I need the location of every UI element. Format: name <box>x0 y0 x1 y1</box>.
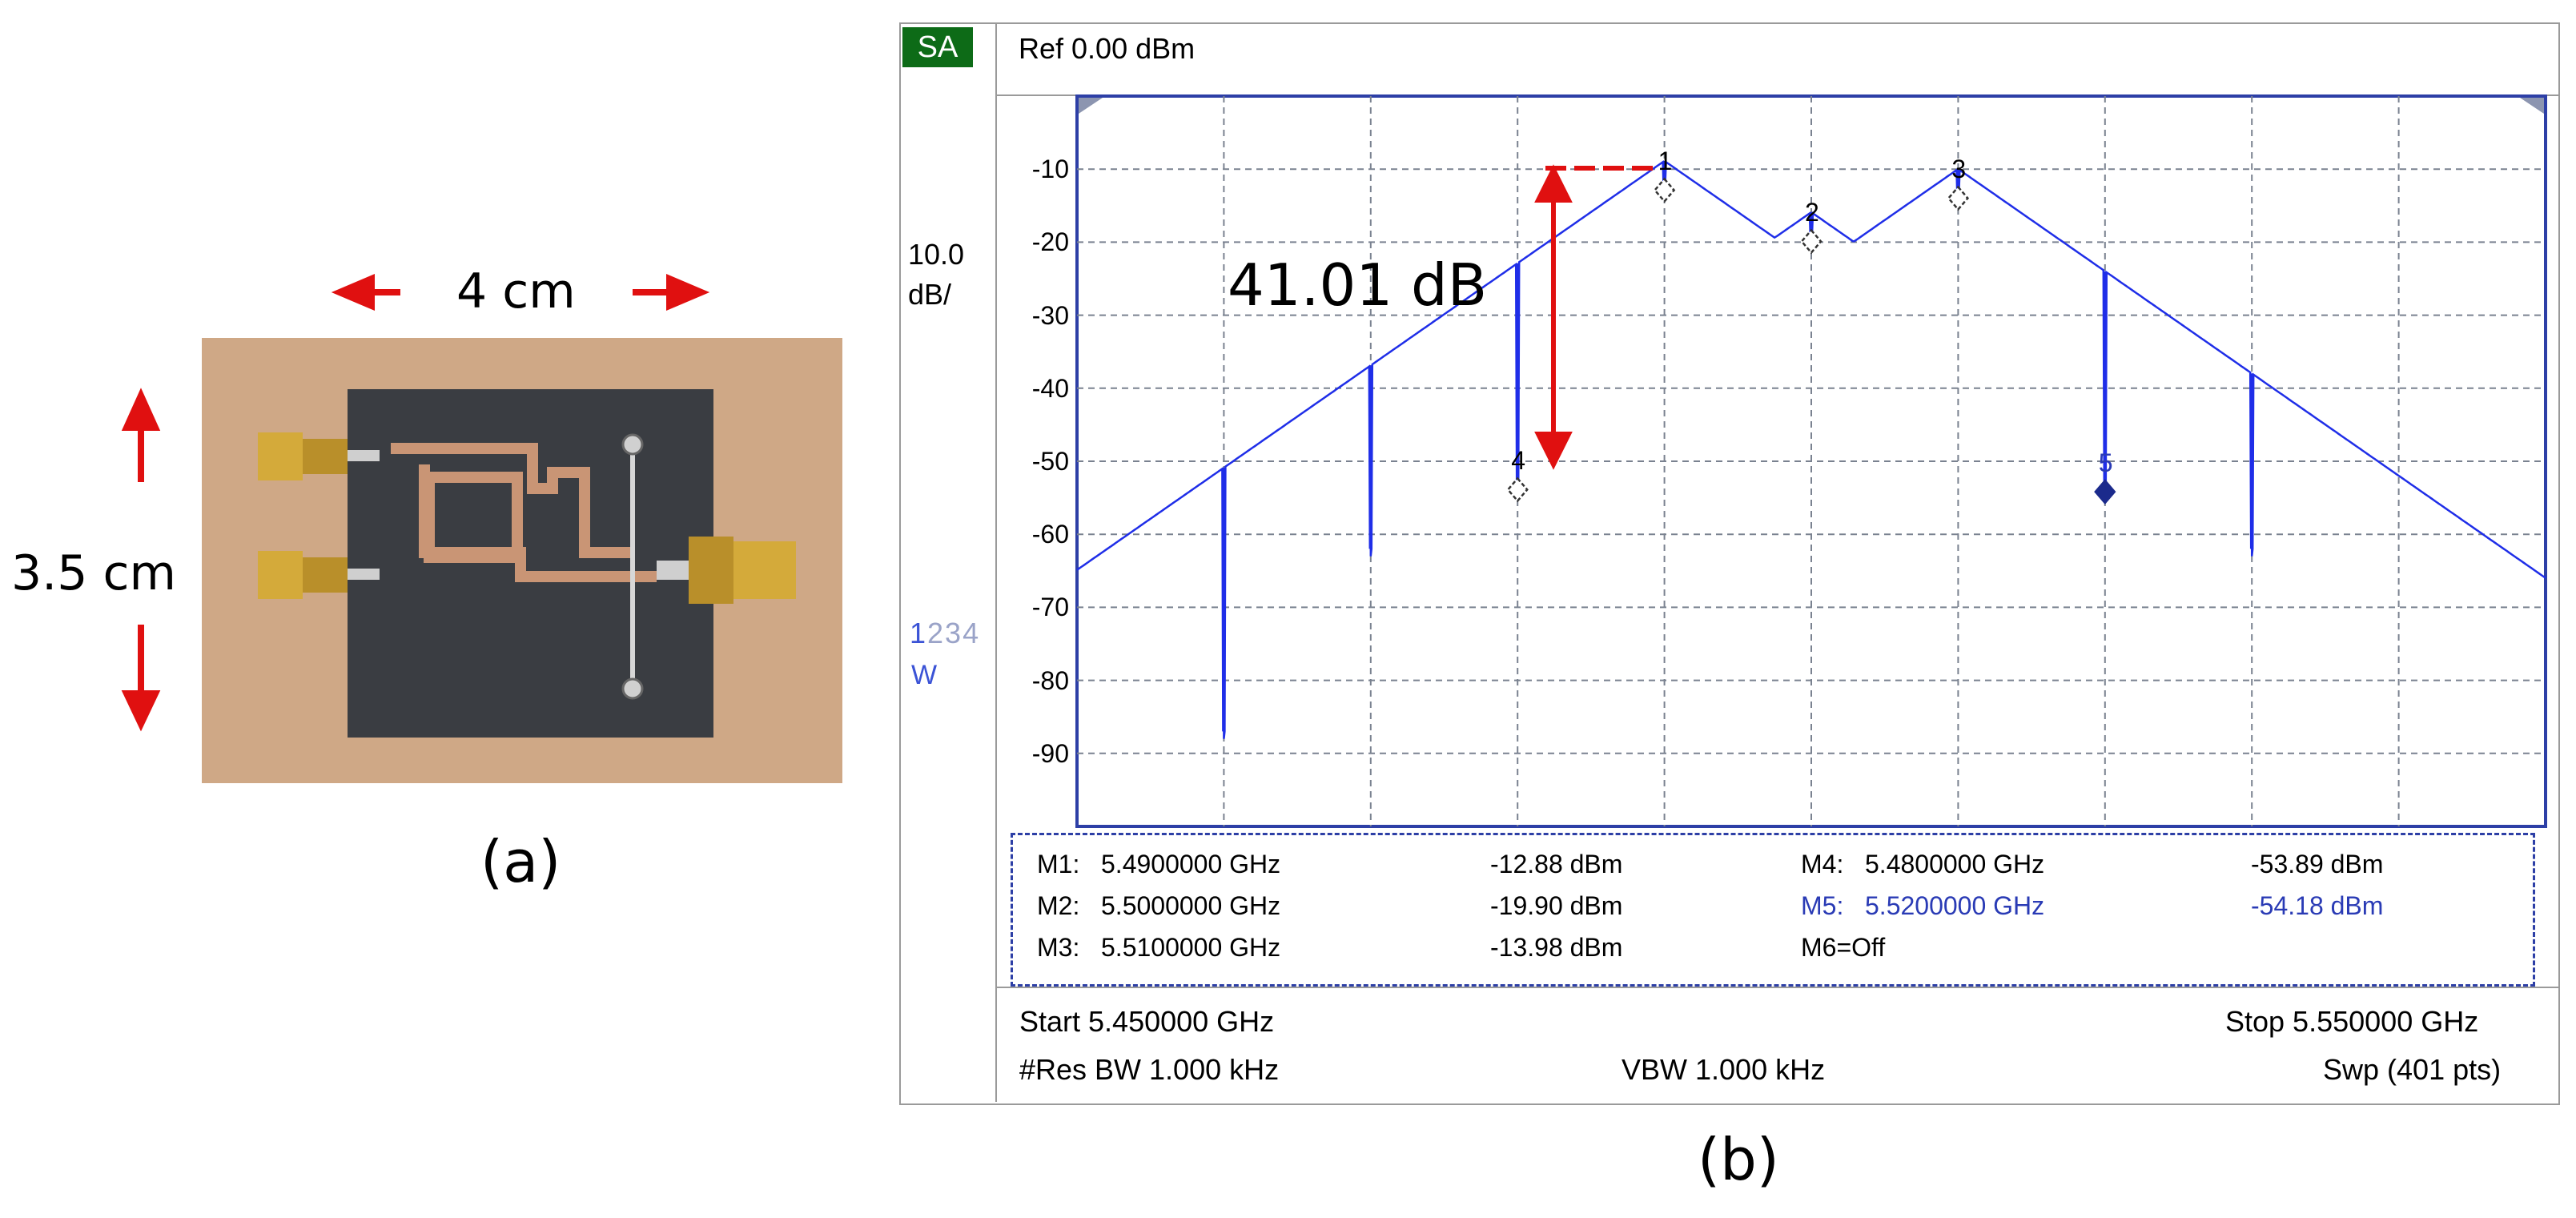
via-bottom <box>621 677 644 700</box>
marker-4-number[interactable]: 4 <box>1511 446 1525 476</box>
y-tick-label: -80 <box>1031 665 1069 695</box>
left-panel-divider <box>995 22 997 1102</box>
y-tick-label: -50 <box>1031 447 1069 476</box>
marker-1-level: -12.88 dBm <box>1490 850 1623 878</box>
stop-frequency[interactable]: Stop 5.550000 GHz <box>2225 1005 2479 1038</box>
y-tick-label: -30 <box>1031 300 1069 330</box>
corner-tick-left <box>1079 98 1103 114</box>
marker-1-label[interactable]: M1: <box>1037 850 1080 878</box>
width-arrows <box>331 273 710 312</box>
scale-value[interactable]: 10.0 <box>908 238 965 271</box>
marker-5-freq: 5.5200000 GHz <box>1865 891 2045 920</box>
marker-5-symbol <box>2094 479 2116 505</box>
marker-3-label[interactable]: M3: <box>1037 933 1080 962</box>
width-label: 4 cm <box>456 263 576 320</box>
caption-b: (b) <box>1698 1126 1779 1193</box>
marker-2-level: -19.90 dBm <box>1490 891 1623 920</box>
marker-table: M1: 5.4900000 GHz -12.88 dBm M2: 5.50000… <box>1011 833 2535 987</box>
trace-selector[interactable]: 1234 <box>910 617 980 650</box>
trace-others[interactable]: 234 <box>927 617 981 649</box>
marker-3-freq: 5.5100000 GHz <box>1101 933 1281 962</box>
height-arrows <box>121 388 161 732</box>
y-tick-label: -70 <box>1031 593 1069 622</box>
marker-4-level: -53.89 dBm <box>2251 850 2384 878</box>
marker-2-number[interactable]: 2 <box>1805 198 1819 227</box>
via-top <box>621 433 644 456</box>
marker-3-level: -13.98 dBm <box>1490 933 1623 962</box>
delta-label: 41.01 dB <box>1228 251 1488 319</box>
video-bandwidth[interactable]: VBW 1.000 kHz <box>1622 1053 1826 1086</box>
marker-3-number[interactable]: 3 <box>1951 155 1967 184</box>
marker-2-freq: 5.5000000 GHz <box>1101 891 1281 920</box>
trace-active[interactable]: 1 <box>910 617 928 649</box>
ref-level[interactable]: Ref 0.00 dBm <box>1019 32 1196 65</box>
y-tick-label: -90 <box>1031 738 1069 768</box>
board-photo <box>121 273 842 783</box>
marker-4-freq: 5.4800000 GHz <box>1865 850 2045 878</box>
y-tick-label: -20 <box>1031 227 1069 257</box>
marker-6-label[interactable]: M6=Off <box>1801 933 1886 962</box>
delta-annotation <box>1534 164 1660 470</box>
scale-unit: dB/ <box>908 278 952 311</box>
height-label: 3.5 cm <box>11 545 176 601</box>
start-frequency[interactable]: Start 5.450000 GHz <box>1019 1005 1275 1038</box>
sma-connector-bottom <box>258 551 380 599</box>
marker-1-symbol <box>1653 177 1676 203</box>
marker-5-level: -54.18 dBm <box>2251 891 2384 920</box>
sma-connector-right <box>657 537 796 604</box>
y-tick-label: -10 <box>1031 155 1069 184</box>
sweep-points[interactable]: Swp (401 pts) <box>2323 1053 2502 1086</box>
marker-1-number[interactable]: 1 <box>1658 147 1673 176</box>
resolution-bandwidth[interactable]: #Res BW 1.000 kHz <box>1019 1053 1280 1086</box>
copper-traces <box>391 443 657 582</box>
sma-connector-top <box>258 432 380 480</box>
marker-1-freq: 5.4900000 GHz <box>1101 850 1281 878</box>
marker-4-label[interactable]: M4: <box>1801 850 1844 878</box>
marker-2-symbol <box>1800 228 1822 255</box>
y-tick-label: -40 <box>1031 373 1069 403</box>
mode-badge[interactable]: SA <box>902 27 973 67</box>
trace-mode: W <box>911 660 938 690</box>
sweep-settings-bar: Start 5.450000 GHz Stop 5.550000 GHz #Re… <box>997 987 2558 1103</box>
spectrum-plot <box>1075 94 2547 828</box>
marker-5-label[interactable]: M5: <box>1801 891 1844 920</box>
corner-tick-right <box>2520 98 2544 114</box>
y-tick-label: -60 <box>1031 520 1069 549</box>
caption-a: (a) <box>480 828 561 895</box>
marker-5-number[interactable]: 5 <box>2098 448 2113 478</box>
marker-2-label[interactable]: M2: <box>1037 891 1080 920</box>
ref-level-bar <box>997 22 2558 96</box>
